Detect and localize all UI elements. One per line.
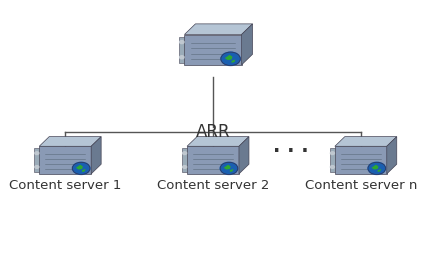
Polygon shape (39, 137, 101, 146)
Polygon shape (225, 55, 233, 60)
Polygon shape (187, 137, 249, 146)
Polygon shape (184, 34, 242, 65)
Polygon shape (387, 137, 397, 174)
Polygon shape (35, 148, 39, 172)
Polygon shape (335, 146, 387, 174)
Circle shape (220, 162, 238, 174)
Polygon shape (187, 146, 239, 174)
Text: . . .: . . . (273, 137, 309, 156)
Polygon shape (184, 24, 253, 34)
Polygon shape (242, 24, 253, 65)
Polygon shape (82, 169, 86, 172)
Circle shape (368, 162, 386, 174)
Text: ARR: ARR (196, 123, 230, 141)
Text: Content server n: Content server n (305, 179, 417, 192)
Circle shape (331, 152, 334, 155)
Polygon shape (230, 169, 233, 172)
Circle shape (35, 166, 39, 168)
Circle shape (35, 152, 39, 155)
Circle shape (331, 166, 334, 168)
Polygon shape (224, 165, 231, 169)
Circle shape (221, 52, 240, 65)
Circle shape (72, 162, 90, 174)
Polygon shape (371, 165, 379, 169)
Polygon shape (335, 137, 397, 146)
Polygon shape (91, 137, 101, 174)
Polygon shape (39, 146, 91, 174)
Text: Content server 1: Content server 1 (9, 179, 121, 192)
Circle shape (180, 56, 184, 59)
Polygon shape (378, 169, 381, 172)
Polygon shape (239, 137, 249, 174)
Polygon shape (232, 59, 236, 63)
Polygon shape (76, 165, 83, 169)
Circle shape (183, 166, 187, 168)
Circle shape (183, 152, 187, 155)
Polygon shape (182, 148, 187, 172)
Polygon shape (179, 37, 184, 63)
Circle shape (180, 41, 184, 44)
Text: Content server 2: Content server 2 (157, 179, 269, 192)
Polygon shape (330, 148, 335, 172)
